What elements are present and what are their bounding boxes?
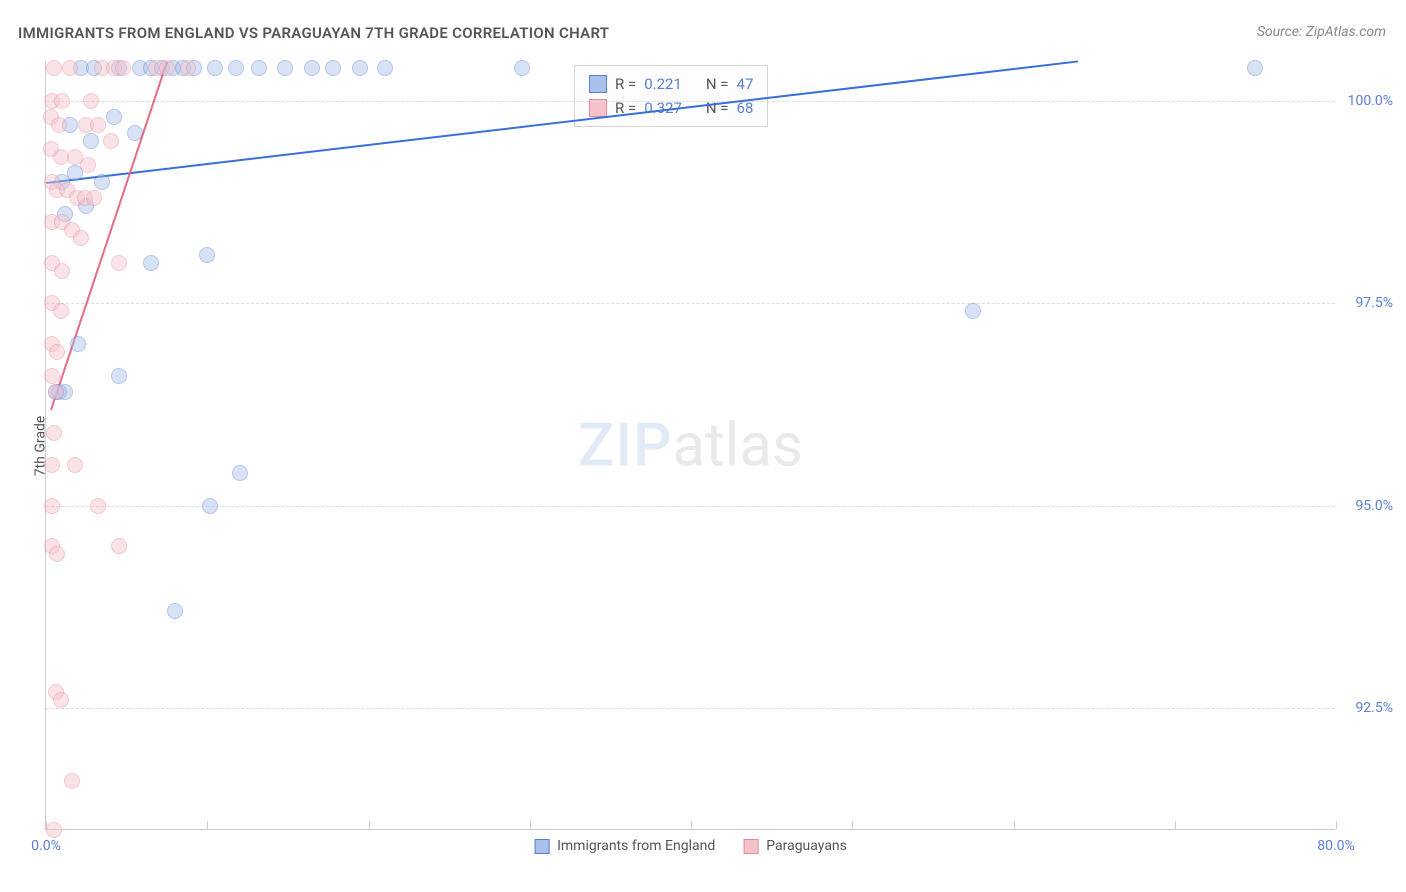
source-label: Source: ZipAtlas.com <box>1257 24 1386 40</box>
data-point <box>111 255 127 271</box>
data-point <box>73 230 89 246</box>
data-point <box>304 60 320 76</box>
data-point <box>83 133 99 149</box>
data-point <box>44 457 60 473</box>
legend-label: Immigrants from England <box>557 838 715 854</box>
data-point <box>44 368 60 384</box>
legend-label: Paraguayans <box>766 838 847 854</box>
data-point <box>106 109 122 125</box>
data-point <box>232 465 248 481</box>
gridline-h <box>46 506 1335 507</box>
data-point <box>54 263 70 279</box>
y-tick-label: 92.5% <box>1355 700 1393 716</box>
data-point <box>49 546 65 562</box>
data-point <box>159 60 175 76</box>
data-point <box>251 60 267 76</box>
bottom-legend: Immigrants from England Paraguayans <box>534 838 847 854</box>
data-point <box>90 498 106 514</box>
data-point <box>228 60 244 76</box>
r-value: 0.221 <box>644 72 682 96</box>
gridline-h <box>46 101 1335 102</box>
n-value: 47 <box>737 72 754 96</box>
data-point <box>115 60 131 76</box>
data-point <box>46 822 62 838</box>
data-point <box>70 336 86 352</box>
data-point <box>127 125 143 141</box>
data-point <box>49 344 65 360</box>
gridline-h <box>46 708 1335 709</box>
x-tick-label: 0.0% <box>31 838 61 854</box>
data-point <box>965 303 981 319</box>
data-point <box>86 190 102 206</box>
data-point <box>80 157 96 173</box>
data-point <box>48 384 64 400</box>
x-tick <box>852 821 853 829</box>
x-tick <box>1175 821 1176 829</box>
data-point <box>352 60 368 76</box>
watermark-atlas: atlas <box>673 409 803 480</box>
data-point <box>62 60 78 76</box>
data-point <box>46 60 62 76</box>
data-point <box>53 692 69 708</box>
data-point <box>64 773 80 789</box>
y-tick-label: 100.0% <box>1348 93 1393 109</box>
y-tick-label: 97.5% <box>1355 295 1393 311</box>
data-point <box>83 93 99 109</box>
data-point <box>167 603 183 619</box>
n-label: N = <box>706 72 729 96</box>
x-tick <box>691 821 692 829</box>
x-tick <box>1014 821 1015 829</box>
data-point <box>103 133 119 149</box>
bottom-legend-item: Paraguayans <box>743 838 847 854</box>
x-tick <box>207 821 208 829</box>
data-point <box>277 60 293 76</box>
trend-line <box>46 60 1078 184</box>
legend-row: R = 0.221 N = 47 <box>589 72 753 96</box>
x-tick <box>1336 821 1337 829</box>
x-tick <box>530 821 531 829</box>
data-point <box>111 538 127 554</box>
data-point <box>180 60 196 76</box>
data-point <box>67 457 83 473</box>
r-label: R = <box>615 72 636 96</box>
legend-swatch-england <box>589 75 607 93</box>
data-point <box>199 247 215 263</box>
bottom-legend-item: Immigrants from England <box>534 838 715 854</box>
plot-area: ZIPatlas R = 0.221 N = 47 R = 0.327 N = … <box>45 60 1335 830</box>
watermark-zip: ZIP <box>578 409 672 480</box>
data-point <box>207 60 223 76</box>
y-tick-label: 95.0% <box>1355 498 1393 514</box>
legend-swatch-paraguayans <box>589 99 607 117</box>
data-point <box>111 368 127 384</box>
data-point <box>44 498 60 514</box>
data-point <box>90 117 106 133</box>
x-tick-label: 80.0% <box>1317 838 1355 854</box>
data-point <box>94 174 110 190</box>
data-point <box>1247 60 1263 76</box>
gridline-h <box>46 303 1335 304</box>
data-point <box>514 60 530 76</box>
x-tick <box>369 821 370 829</box>
data-point <box>51 117 67 133</box>
data-point <box>202 498 218 514</box>
chart-title: IMMIGRANTS FROM ENGLAND VS PARAGUAYAN 7T… <box>18 24 609 42</box>
watermark: ZIPatlas <box>578 409 803 480</box>
chart-container: IMMIGRANTS FROM ENGLAND VS PARAGUAYAN 7T… <box>0 0 1406 892</box>
data-point <box>143 255 159 271</box>
data-point <box>377 60 393 76</box>
data-point <box>53 303 69 319</box>
data-point <box>54 93 70 109</box>
legend-swatch-paraguayans <box>743 839 758 854</box>
data-point <box>325 60 341 76</box>
legend-swatch-england <box>534 839 549 854</box>
data-point <box>46 425 62 441</box>
